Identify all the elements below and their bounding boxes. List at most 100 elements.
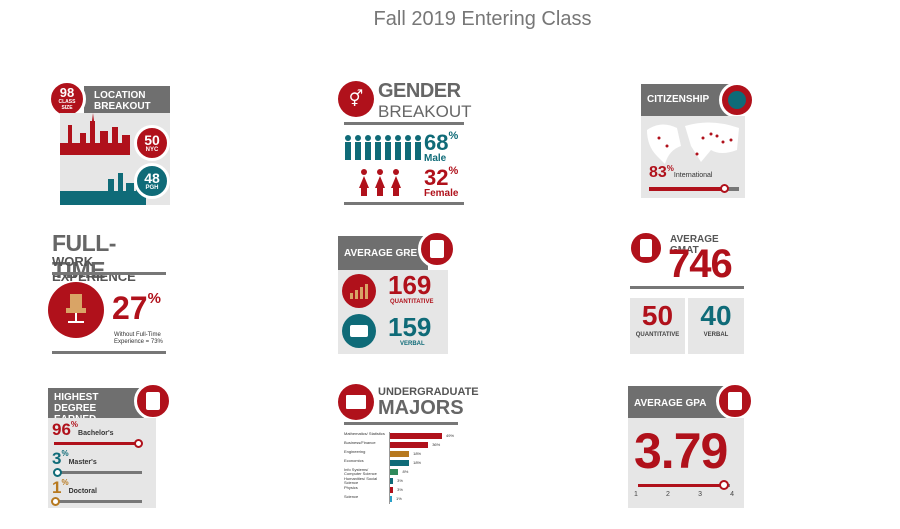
degree-suffix: % xyxy=(61,478,69,487)
work-header-line2: WORK EXPERIENCE xyxy=(52,254,136,284)
degree-item: 1%Doctoral xyxy=(50,478,152,506)
major-pct: 3% xyxy=(397,487,403,492)
gender-divider-top xyxy=(344,122,464,125)
gender-card: ⚥ GENDER BREAKOUT 68% Male xyxy=(338,78,472,208)
citizenship-header: CITIZENSHIP xyxy=(641,84,731,116)
major-label: Physics xyxy=(344,485,358,490)
major-label: Humanities/ Social Science xyxy=(344,476,378,485)
major-pct: 8% xyxy=(402,469,409,474)
major-bar xyxy=(390,451,410,457)
degree-value: 96 xyxy=(52,420,71,439)
major-label: Engineering xyxy=(344,449,366,454)
gmat-verbal-label: VERBAL xyxy=(703,332,729,338)
degree-slider-track xyxy=(54,500,142,503)
male-figures xyxy=(344,134,421,160)
male-suffix: % xyxy=(448,130,459,142)
female-value: 32 xyxy=(424,165,449,190)
gre-verbal-value: 159 xyxy=(388,312,432,342)
degree-label: Doctoral xyxy=(68,488,97,495)
citizenship-header-text: CITIZENSHIP xyxy=(647,94,710,105)
gre-header-text: AVERAGE GRE xyxy=(344,248,418,259)
international-label: International xyxy=(673,172,713,179)
gmat-value: 746 xyxy=(668,242,733,286)
international-slider-knob xyxy=(719,184,729,193)
location-card: LOCATION BREAKOUT 98 CLASS SIZE xyxy=(48,80,170,205)
degree-label: Master's xyxy=(68,459,97,466)
nyc-skyline xyxy=(60,113,130,155)
major-row: Physics 3% xyxy=(344,486,468,495)
globe-icon xyxy=(719,82,755,118)
degree-panel: 96%Bachelor's 3%Master's 1%Doctoral xyxy=(48,418,156,508)
degree-card: HIGHEST DEGREE EARNED 96%Bachelor's3%Mas… xyxy=(48,382,172,508)
international-slider-fill xyxy=(649,187,724,191)
gender-header-line1: GENDER xyxy=(378,80,461,102)
major-row: Economics 18% xyxy=(344,459,468,468)
degree-slider-knob xyxy=(50,497,60,506)
degree-item: 3%Master's xyxy=(52,449,152,477)
female-label: Female xyxy=(424,188,459,199)
book-icon xyxy=(338,384,374,420)
degree-slider-fill xyxy=(54,442,139,445)
work-divider-top xyxy=(52,272,166,275)
major-bar xyxy=(390,469,399,475)
class-size-value: 98 xyxy=(59,85,75,100)
major-label: Business/Finance xyxy=(344,440,376,445)
international-stat: 83%International xyxy=(649,164,712,182)
major-bar xyxy=(390,460,410,466)
gre-quant-value: 169 xyxy=(388,270,432,300)
majors-header-line1: UNDERGRADUATE xyxy=(378,386,479,398)
major-label: Economics xyxy=(344,458,364,463)
major-pct: 1% xyxy=(396,496,402,501)
work-note: Without Full-Time Experience = 73% xyxy=(114,332,163,346)
major-row: Humanities/ Social Science 3% xyxy=(344,477,468,486)
skyline-graphic xyxy=(60,113,146,205)
nyc-badge: 50 NYC xyxy=(134,125,170,161)
gpa-header: AVERAGE GPA xyxy=(628,386,728,418)
gmat-quant-value: 50 xyxy=(641,300,674,331)
page-title: Fall 2019 Entering Class xyxy=(373,8,592,30)
gre-document-icon xyxy=(418,230,456,268)
major-label: Science xyxy=(344,494,359,499)
majors-card: UNDERGRADUATE MAJORS Mathematics/ Statis… xyxy=(338,382,479,508)
degree-label: Bachelor's xyxy=(78,430,114,437)
location-header: LOCATION BREAKOUT xyxy=(84,86,170,113)
gmat-card: AVERAGE GMAT 746 50 QUANTITATIVE 40 VERB… xyxy=(628,230,746,355)
gmat-header: AVERAGE GMAT xyxy=(670,234,719,256)
degree-header-line1: HIGHEST DEGREE xyxy=(54,392,99,414)
gpa-value: 3.79 xyxy=(634,423,728,479)
international-suffix: % xyxy=(666,164,674,173)
work-value: 27 xyxy=(112,290,148,326)
growth-chart-graphic xyxy=(350,284,368,299)
gpa-scale-2: 2 xyxy=(666,491,670,498)
degree-item: 96%Bachelor's xyxy=(52,420,152,448)
gpa-scale-4: 4 xyxy=(730,491,734,498)
nyc-value: 50 xyxy=(144,131,160,148)
major-pct: 36% xyxy=(432,442,441,447)
major-label: Mathematics/ Statistics xyxy=(344,431,385,436)
diploma-icon xyxy=(134,382,172,420)
work-note-line2: Experience = 73% xyxy=(114,339,163,345)
gmat-quant-label: QUANTITATIVE xyxy=(635,332,680,338)
gpa-card: AVERAGE GPA 3.79 1 2 3 4 xyxy=(628,382,754,508)
gre-card: AVERAGE GRE 169 QUANTITATIVE 159 VERBAL xyxy=(338,230,458,355)
gender-header-line2: BREAKOUT xyxy=(378,102,472,121)
degree-suffix: % xyxy=(61,449,69,458)
pgh-skyline xyxy=(60,173,146,205)
major-pct: 18% xyxy=(413,460,422,465)
gmat-divider xyxy=(630,286,744,289)
pgh-value: 48 xyxy=(144,169,160,186)
major-bar xyxy=(390,442,429,448)
degree-stat: 3%Master's xyxy=(52,449,152,469)
work-note-line1: Without Full-Time xyxy=(114,332,161,338)
work-card: FULL-TIME WORK EXPERIENCE 27% Without Fu… xyxy=(48,230,168,355)
work-header-line1: FULL-TIME xyxy=(52,230,116,283)
pgh-badge: 48 PGH xyxy=(134,163,170,199)
majors-chart: Mathematics/ Statistics 49% Business/Finan… xyxy=(344,432,468,508)
gre-verbal-label: VERBAL xyxy=(400,341,425,347)
degree-value: 3 xyxy=(52,449,62,468)
degree-value: 1 xyxy=(52,478,62,497)
gpa-scale-3: 3 xyxy=(698,491,702,498)
major-pct: 3% xyxy=(397,478,403,483)
major-pct: 18% xyxy=(413,451,422,456)
degree-slider-knob xyxy=(52,468,62,477)
